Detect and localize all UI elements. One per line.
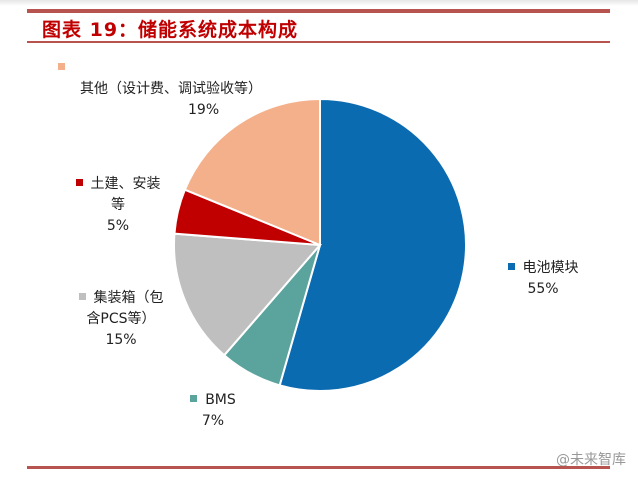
label-bms-pct: 7% [201, 413, 225, 429]
label-other-name: 其他（设计费、调试验收等） [80, 81, 262, 97]
label-container-name: 集装箱（包 [93, 290, 164, 306]
label-civil-name2: 等 [111, 197, 125, 213]
legend-swatch-civil [75, 179, 83, 186]
legend-swatch-other [58, 63, 65, 70]
label-civil-name: 土建、安装 [90, 176, 161, 192]
label-civil-pct: 5% [106, 218, 130, 234]
label-battery-name: 电池模块 [522, 260, 579, 276]
label-container-pct: 15% [105, 332, 137, 348]
label-other-pct: 19% [188, 102, 220, 118]
label-battery: 电池模块 55% [488, 258, 598, 300]
legend-swatch-container [78, 293, 86, 300]
label-civil: 土建、安装 等 5% [58, 174, 178, 237]
label-other: 其他（设计费、调试验收等） 19% [58, 58, 262, 121]
legend-swatch-bms [190, 395, 198, 402]
title-top-rule [27, 9, 610, 13]
pie-slice-4 [183, 97, 321, 247]
watermark: @未来智库 [556, 452, 626, 468]
source-rule [27, 466, 610, 469]
label-bms-name: BMS [205, 392, 236, 408]
title-bottom-rule [27, 41, 610, 43]
pie-slice-0 [278, 97, 468, 392]
label-container: 集装箱（包 含PCS等） 15% [58, 288, 184, 351]
chart-title: 图表 19：储能系统成本构成 [42, 19, 299, 41]
legend-swatch-battery [507, 263, 515, 270]
label-battery-pct: 55% [527, 281, 559, 297]
label-bms: BMS 7% [178, 390, 248, 432]
pie-slice-2 [173, 232, 323, 357]
top-shade [0, 0, 638, 6]
label-container-name2: 含PCS等） [86, 311, 156, 327]
